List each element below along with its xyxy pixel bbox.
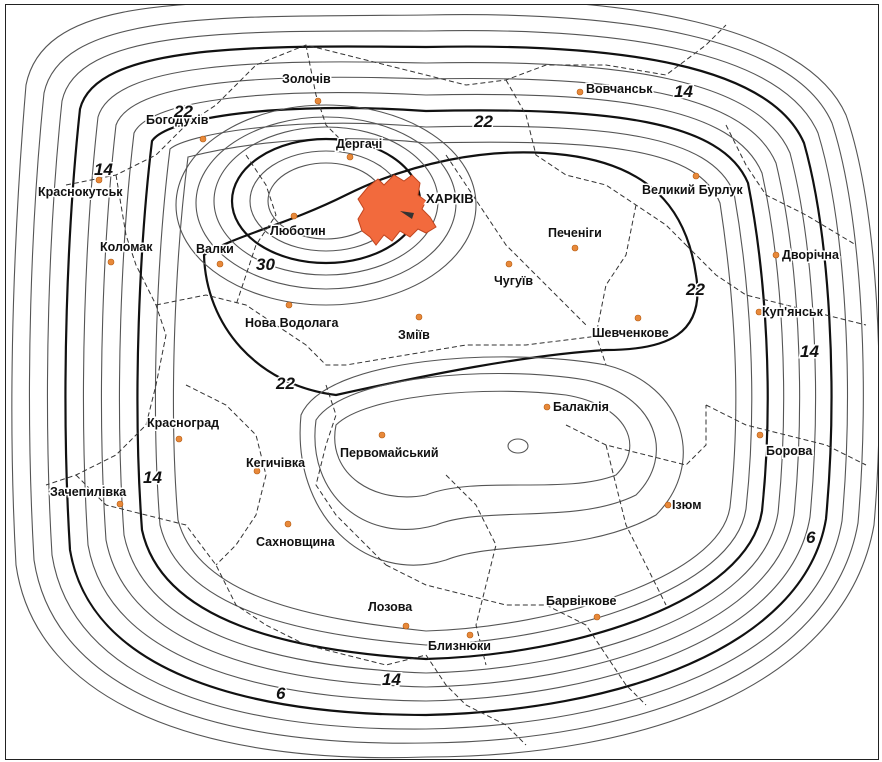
city-label-chuhuiv: Чугуїв bbox=[494, 274, 533, 288]
city-label-nova-vodolaha: Нова Водолага bbox=[245, 316, 339, 330]
city-label-valky: Валки bbox=[196, 242, 234, 256]
city-label-bohodukhiv: Богодухів bbox=[146, 113, 209, 127]
city-label-vovchansk: Вовчанськ bbox=[586, 82, 653, 96]
contour-lines bbox=[11, 5, 878, 759]
city-label-kolomak: Коломак bbox=[100, 240, 153, 254]
city-label-pervomaiskyi: Первомайський bbox=[340, 446, 439, 460]
isoline-label-6-south: 6 bbox=[276, 684, 286, 703]
isoline-label-22-sw: 22 bbox=[275, 374, 295, 393]
isoline-label-14-south: 14 bbox=[382, 670, 401, 689]
map-frame: Золочів Вовчанськ Богодухів Дергачі Крас… bbox=[5, 4, 879, 760]
city-label-kehychivka: Кегичівка bbox=[246, 456, 306, 470]
city-label-balakliia: Балаклія bbox=[553, 400, 609, 414]
isoline-map: Золочів Вовчанськ Богодухів Дергачі Крас… bbox=[11, 5, 878, 759]
kharkiv-city-area bbox=[357, 174, 437, 246]
city-label-zachepylivka: Зачепилівка bbox=[50, 485, 127, 499]
city-label-dvorichna: Дворічна bbox=[782, 248, 840, 262]
city-label-velykyi-burluk: Великий Бурлук bbox=[642, 183, 743, 197]
isoline-label-22-east: 22 bbox=[685, 280, 705, 299]
southern-contours bbox=[299, 356, 684, 566]
city-label-liubotyn: Люботин bbox=[270, 224, 326, 238]
city-label-kupiansk: Куп'янськ bbox=[762, 305, 824, 319]
city-label-krasnokutsk: Краснокутськ bbox=[38, 185, 123, 199]
city-label-izium: Ізюм bbox=[672, 498, 701, 512]
city-label-kharkiv: ХАРКІВ bbox=[426, 191, 474, 206]
city-label-krasnohrad: Красноград bbox=[147, 416, 219, 430]
isoline-label-14-west: 14 bbox=[94, 160, 113, 179]
isoline-labels: 14 22 22 14 30 22 14 22 14 6 14 6 bbox=[93, 81, 821, 705]
isoline-label-22-north: 22 bbox=[473, 112, 493, 131]
isoline-label-14-sw: 14 bbox=[143, 468, 162, 487]
city-label-shevchenkove: Шевченкове bbox=[592, 326, 669, 340]
city-label-sakhnovshchyna: Сахновщина bbox=[256, 535, 336, 549]
town-labels: Золочів Вовчанськ Богодухів Дергачі Крас… bbox=[37, 71, 842, 655]
isoline-label-30: 30 bbox=[256, 255, 275, 274]
city-label-zolochiv: Золочів bbox=[282, 72, 331, 86]
city-label-pechenihy: Печеніги bbox=[548, 226, 602, 240]
city-label-blyzniuky: Близнюки bbox=[428, 639, 491, 653]
isoline-label-22-nw: 22 bbox=[173, 102, 193, 121]
isoline-label-14-vovchansk: 14 bbox=[674, 82, 693, 101]
city-label-borova: Борова bbox=[766, 444, 813, 458]
city-label-zmiiv: Зміїв bbox=[398, 328, 430, 342]
town-markers bbox=[95, 88, 780, 639]
isoline-label-14-east: 14 bbox=[800, 342, 819, 361]
city-label-lozova: Лозова bbox=[368, 600, 413, 614]
kharkiv-arrow-icon bbox=[400, 211, 414, 219]
city-label-derhachi: Дергачі bbox=[336, 137, 382, 151]
district-borders bbox=[45, 24, 867, 746]
isoline-label-6-east: 6 bbox=[806, 528, 816, 547]
city-label-barvinkove: Барвінкове bbox=[546, 594, 617, 608]
